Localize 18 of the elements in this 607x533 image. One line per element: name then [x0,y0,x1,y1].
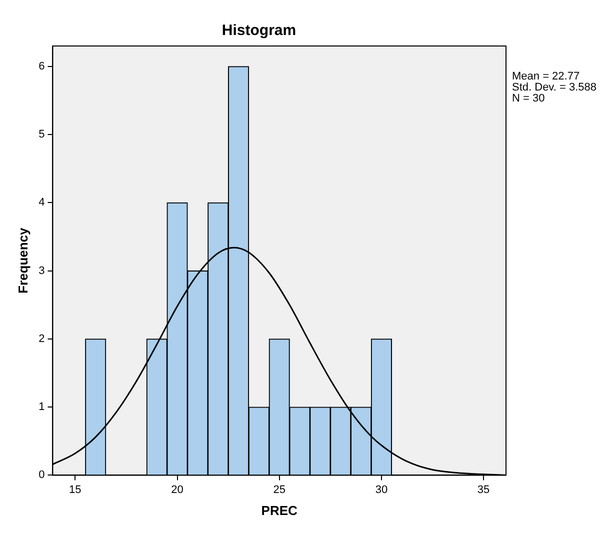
x-tick-label: 25 [273,484,286,496]
y-tick-label: 3 [38,264,45,277]
y-axis-title: Frequency [15,226,30,294]
text: Mean = 22.77 [512,70,580,83]
x-tick-label: 35 [477,484,490,496]
x-axis-title: PREC [261,502,298,518]
y-tick-label: 5 [38,128,45,141]
y-tick-label: 1 [38,401,45,414]
chart-title: Histogram [222,22,296,40]
y-tick-label: 2 [38,332,45,345]
text: Std. Dev. = 3.588 [512,82,596,94]
x-tick-label: 15 [69,484,82,496]
y-tick-label: 4 [38,196,45,209]
y-tick-label: 6 [38,60,45,72]
x-tick-label: 30 [375,484,388,496]
x-tick-label: 20 [171,484,184,496]
text: N = 30 [512,92,545,105]
y-tick-label: 0 [38,469,45,482]
